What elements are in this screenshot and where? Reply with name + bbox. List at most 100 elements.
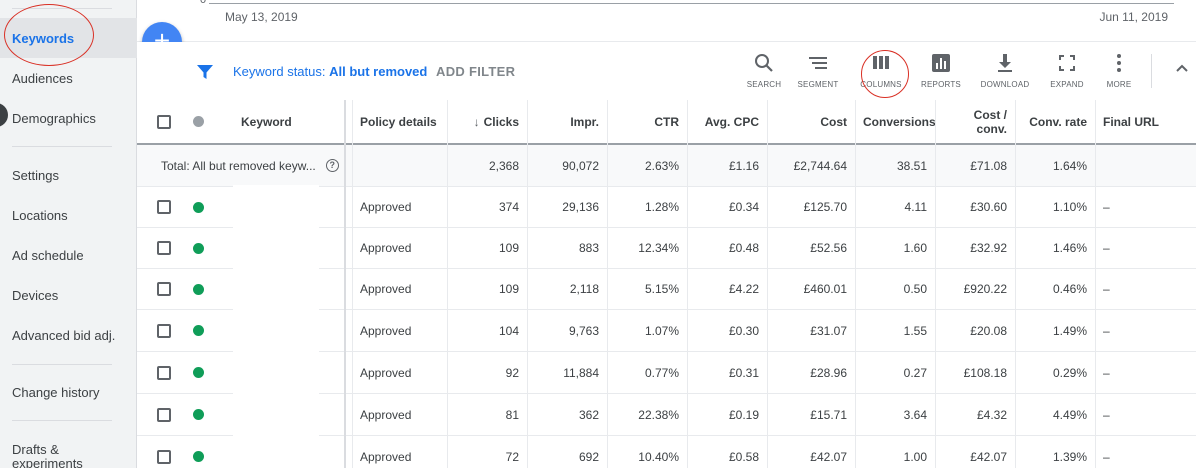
row-checkbox[interactable]	[157, 200, 171, 214]
sidebar-item-change-history[interactable]: Change history	[12, 385, 100, 400]
sidebar-divider	[12, 364, 112, 365]
columns-button[interactable]: COLUMNS	[853, 52, 909, 89]
table-row[interactable]: Approved 109 2,118 5.15% £4.22 £460.01 0…	[137, 269, 1196, 310]
conversions-cell: 4.11	[904, 200, 927, 214]
status-enabled-icon[interactable]	[193, 242, 204, 254]
row-checkbox[interactable]	[157, 449, 171, 464]
table-row[interactable]: Approved 109 883 12.34% £0.48 £52.56 1.6…	[137, 228, 1196, 269]
chart-date-start: May 13, 2019	[225, 10, 298, 24]
status-enabled-icon[interactable]	[193, 201, 204, 213]
cost-conv-cell: £920.22	[963, 282, 1007, 296]
filter-icon[interactable]	[195, 62, 215, 82]
row-checkbox[interactable]	[157, 407, 171, 422]
header-cost-conv-cell[interactable]: Cost / conv.	[935, 100, 1015, 143]
table-row[interactable]: Approved 92 11,884 0.77% £0.31 £28.96 0.…	[137, 352, 1196, 394]
add-filter-button[interactable]: ADD FILTER	[436, 64, 516, 79]
header-clicks: Clicks	[483, 114, 519, 129]
header-cost[interactable]: Cost	[820, 114, 847, 129]
sidebar-item-settings[interactable]: Settings	[12, 168, 59, 183]
row-checkbox[interactable]	[157, 241, 171, 255]
sidebar-item-keywords-label[interactable]: Keywords	[12, 31, 75, 46]
status-enabled-icon[interactable]	[193, 325, 204, 336]
cost-cell: £460.01	[803, 282, 847, 296]
sidebar-item-drafts[interactable]: Drafts &	[12, 442, 59, 457]
status-enabled-icon[interactable]	[193, 283, 204, 295]
status-enabled-icon[interactable]	[193, 409, 204, 420]
expand-button[interactable]: EXPAND	[1039, 52, 1095, 89]
avg-cpc-cell: £0.48	[728, 241, 759, 255]
column-divider	[1095, 100, 1096, 468]
row-checkbox-cell	[157, 310, 177, 351]
chevron-up-icon[interactable]	[1174, 60, 1190, 76]
total-conv-rate: 1.64%	[1052, 158, 1087, 173]
toolbar-divider	[1151, 54, 1152, 88]
search-button[interactable]: SEARCH	[736, 52, 792, 89]
more-button[interactable]: MORE	[1091, 52, 1147, 89]
policy-cell: Approved	[360, 449, 412, 464]
header-clicks-cell[interactable]: ↓ Clicks	[447, 100, 527, 143]
row-checkbox-cell	[157, 352, 177, 393]
column-divider	[447, 100, 448, 468]
row-checkbox-cell	[157, 187, 177, 227]
total-row: Total: All but removed keyw...? 2,368 90…	[137, 145, 1196, 187]
collapse-handle[interactable]	[0, 103, 8, 127]
reports-label: REPORTS	[921, 80, 961, 89]
clicks-cell: 109	[498, 241, 519, 255]
row-checkbox[interactable]	[157, 365, 171, 380]
segment-icon	[809, 57, 827, 69]
header-impr[interactable]: Impr.	[570, 114, 599, 129]
help-icon[interactable]: ?	[325, 159, 339, 172]
status-enabled-icon[interactable]	[193, 451, 204, 462]
status-cell	[193, 436, 213, 468]
clicks-cell: 72	[505, 449, 519, 464]
table-row[interactable]: Approved 72 692 10.40% £0.58 £42.07 1.00…	[137, 436, 1196, 468]
impr-cell: 362	[578, 407, 599, 422]
row-checkbox[interactable]	[157, 282, 171, 296]
status-header-cell	[193, 100, 213, 143]
header-keyword[interactable]: Keyword	[241, 114, 292, 129]
sidebar-item-keywords[interactable]	[0, 18, 137, 58]
final-url-cell: –	[1103, 365, 1110, 380]
table-row[interactable]: Approved 374 29,136 1.28% £0.34 £125.70 …	[137, 187, 1196, 228]
sidebar-item-demographics[interactable]: Demographics	[12, 111, 96, 126]
conv-rate-cell: 1.49%	[1052, 323, 1087, 338]
sidebar-divider	[12, 8, 112, 9]
cost-cell: £28.96	[810, 365, 847, 380]
header-cost-conv-line1: Cost /	[973, 107, 1007, 122]
search-label: SEARCH	[746, 80, 782, 89]
sidebar-item-devices[interactable]: Devices	[12, 288, 59, 303]
column-divider[interactable]	[344, 100, 346, 468]
sidebar-item-audiences[interactable]: Audiences	[12, 71, 73, 86]
final-url-cell: –	[1103, 200, 1110, 214]
row-checkbox[interactable]	[157, 323, 171, 338]
sidebar-item-ad-schedule[interactable]: Ad schedule	[12, 248, 84, 263]
table-row[interactable]: Approved 104 9,763 1.07% £0.30 £31.07 1.…	[137, 310, 1196, 352]
download-button[interactable]: DOWNLOAD	[977, 52, 1033, 89]
row-checkbox-cell	[157, 394, 177, 435]
segment-button[interactable]: SEGMENT	[790, 52, 846, 89]
header-policy[interactable]: Policy details	[360, 114, 437, 129]
header-avg-cpc[interactable]: Avg. CPC	[704, 114, 759, 129]
table-row[interactable]: Approved 81 362 22.38% £0.19 £15.71 3.64…	[137, 394, 1196, 436]
column-divider	[935, 100, 936, 468]
sidebar-item-locations[interactable]: Locations	[12, 208, 68, 223]
header-ctr[interactable]: CTR	[654, 114, 679, 129]
sidebar-item-experiments[interactable]: experiments	[12, 456, 83, 468]
total-label-cell: Total: All but removed keyw...?	[153, 145, 353, 186]
header-conversions[interactable]: Conversions	[863, 114, 935, 129]
sidebar-item-advanced-bid[interactable]: Advanced bid adj.	[12, 328, 116, 343]
row-checkbox-cell	[157, 228, 177, 268]
table-toolbar: Keyword status: All but removed ADD FILT…	[137, 42, 1196, 100]
status-enabled-icon[interactable]	[193, 367, 204, 378]
policy-cell: Approved	[360, 200, 412, 214]
header-final-url[interactable]: Final URL	[1103, 114, 1159, 129]
conversions-cell: 0.50	[903, 282, 927, 296]
conversions-cell: 0.27	[903, 365, 927, 380]
header-conv-rate[interactable]: Conv. rate	[1029, 114, 1087, 129]
avg-cpc-cell: £0.19	[728, 407, 759, 422]
select-all-checkbox[interactable]	[157, 114, 171, 129]
total-clicks: 2,368	[488, 158, 519, 173]
more-label: MORE	[1106, 80, 1132, 89]
keyword-status-filter[interactable]: Keyword status: All but removed	[233, 64, 427, 79]
reports-button[interactable]: REPORTS	[913, 52, 969, 89]
